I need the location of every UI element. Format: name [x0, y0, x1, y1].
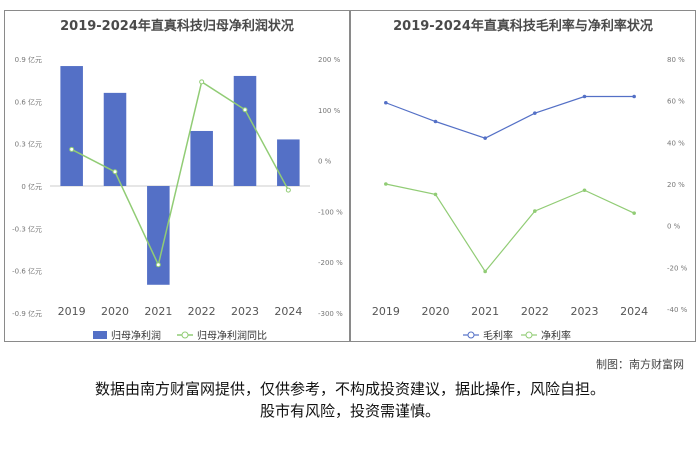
x-tick-label: 2023 [231, 305, 259, 318]
margin-chart: 80 % 60 % 40 % 20 % 0 % -20 % -40 % 2019 2020 202… [372, 56, 688, 342]
y-right-tick-label: 0 % [318, 158, 332, 166]
legend-marker-gross-margin [467, 331, 475, 339]
y-right-tick-label: -200 % [318, 259, 343, 267]
point-gross-margin [632, 94, 636, 99]
line-net-margin [385, 183, 635, 273]
bar-net-profit [103, 92, 127, 186]
point-yoy [112, 169, 118, 175]
point-net-margin [582, 188, 587, 193]
y-left-tick-label: -0.3 亿元 [12, 224, 42, 233]
bar-net-profit [277, 139, 300, 186]
legend-label-net-profit: 归母净利润 [111, 329, 161, 342]
point-yoy [199, 79, 205, 85]
point-yoy [285, 187, 291, 193]
point-yoy [155, 262, 161, 268]
y-right-tick-label: -40 % [667, 306, 688, 314]
point-gross-margin [533, 111, 537, 115]
x-tick-label: 2021 [471, 305, 499, 318]
point-gross-margin [483, 136, 487, 140]
y-right-tick-label: 20 % [667, 181, 685, 189]
x-tick-label: 2024 [620, 305, 648, 318]
point-net-margin [632, 211, 636, 215]
margin-chart-panel: 2019-2024年直真科技毛利率与净利率状况 80 % 60 % 40 % 20 %… [350, 10, 696, 342]
x-tick-label: 2019 [58, 305, 86, 318]
line-yoy [71, 80, 289, 268]
point-gross-margin [582, 94, 587, 99]
point-gross-margin [384, 100, 388, 105]
x-tick-label: 2020 [101, 305, 129, 318]
legend-marker-yoy [181, 331, 189, 339]
y-left-tick-label: -0.6 亿元 [12, 267, 42, 276]
chart-title: 2019-2024年直真科技毛利率与净利率状况 [393, 19, 653, 34]
x-tick-label: 2020 [422, 305, 450, 318]
y-left-tick-label: 0.6 亿元 [15, 97, 42, 106]
y-left-tick-label: 0 亿元 [21, 182, 42, 191]
legend-swatch-net-profit [93, 331, 107, 339]
bar-net-profit [190, 130, 213, 186]
y-right-tick-label: 100 % [318, 107, 341, 115]
x-tick-label: 2019 [372, 305, 400, 318]
x-tick-label: 2024 [274, 305, 302, 318]
legend-marker-net-margin [525, 331, 533, 339]
net-profit-chart: 0.9 亿元 0.6 亿元 0.3 亿元 0 亿元 -0.3 亿元 -0.6 亿元 -0.9… [12, 55, 343, 342]
chart-title: 2019-2024年直真科技归母净利润状况 [60, 19, 294, 34]
y-right-tick-label: 40 % [667, 139, 685, 147]
y-left-tick-label: -0.9 亿元 [12, 309, 42, 318]
point-yoy [242, 107, 248, 113]
point-gross-margin [433, 119, 438, 124]
chart-credit: 制图：南方财富网 [596, 358, 684, 371]
bar-net-profit [147, 186, 170, 285]
point-net-margin [384, 182, 388, 186]
x-tick-label: 2023 [571, 305, 599, 318]
y-right-tick-label: 60 % [667, 98, 685, 106]
disclaimer-line-2: 股市有风险，投资需谨慎。 [259, 402, 440, 420]
y-left-tick-label: 0.9 亿元 [15, 55, 42, 64]
legend-label-gross-margin: 毛利率 [483, 329, 513, 342]
x-tick-label: 2022 [188, 305, 216, 318]
disclaimer-line-1: 数据由南方财富网提供，仅供参考，不构成投资建议，据此操作，风险自担。 [94, 380, 605, 398]
y-right-tick-label: -20 % [667, 264, 688, 272]
bar-net-profit [60, 66, 83, 186]
y-right-tick-label: -300 % [318, 310, 343, 318]
x-tick-label: 2021 [144, 305, 172, 318]
y-right-tick-label: 200 % [318, 56, 341, 64]
disclaimer: 数据由南方财富网提供，仅供参考，不构成投资建议，据此操作，风险自担。 股市有风险… [0, 378, 700, 422]
y-left-tick-label: 0.3 亿元 [15, 140, 42, 149]
point-net-margin [533, 209, 537, 213]
line-gross-margin [385, 95, 635, 139]
y-right-tick-label: 80 % [667, 56, 685, 64]
x-tick-label: 2022 [521, 305, 549, 318]
y-right-tick-label: 0 % [667, 223, 681, 231]
net-profit-chart-panel: 2019-2024年直真科技归母净利润状况 0.9 亿元 0.6 亿元 0.3 亿元… [4, 10, 350, 342]
legend-label-net-margin: 净利率 [541, 329, 571, 342]
legend-label-yoy: 归母净利润同比 [197, 329, 267, 342]
point-yoy [69, 146, 75, 152]
bar-net-profit [233, 75, 257, 186]
point-net-margin [483, 269, 487, 274]
y-right-tick-label: -100 % [318, 208, 343, 216]
point-net-margin [433, 192, 438, 197]
